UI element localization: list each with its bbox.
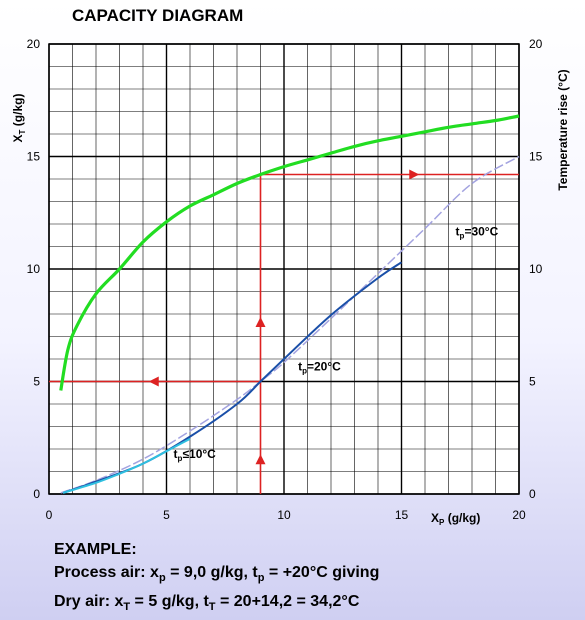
series-line bbox=[60, 155, 520, 494]
example-line-dry-air: Dry air: xT = 5 g/kg, tT = 20+14,2 = 34,… bbox=[54, 593, 360, 614]
series-label: tp=30°C bbox=[456, 224, 499, 240]
y-right-tick-label: 10 bbox=[529, 262, 543, 276]
chart-title: CAPACITY DIAGRAM bbox=[72, 6, 244, 25]
y-tick-label: 5 bbox=[33, 375, 40, 389]
example-arrow-right bbox=[409, 169, 420, 180]
example-arrow-left bbox=[148, 376, 159, 387]
x-tick-label: 10 bbox=[277, 508, 291, 522]
example-block: EXAMPLE: Process air: xp = 9,0 g/kg, tp … bbox=[54, 538, 379, 619]
example-arrow-up bbox=[255, 317, 266, 327]
x-tick-label: 5 bbox=[163, 508, 170, 522]
y-axis-label: XT (g/kg) bbox=[11, 94, 27, 143]
series-line bbox=[59, 114, 520, 391]
y-right-axis-label: Temperature rise (°C) bbox=[556, 69, 570, 190]
y-tick-label: 0 bbox=[33, 487, 40, 501]
y-tick-label: 15 bbox=[27, 150, 41, 164]
x-tick-label: 20 bbox=[512, 508, 526, 522]
y-right-tick-label: 15 bbox=[529, 150, 543, 164]
plot-frame bbox=[48, 43, 520, 495]
example-heading: EXAMPLE: bbox=[54, 541, 137, 558]
y-tick-label: 10 bbox=[27, 262, 41, 276]
example-arrow-up bbox=[255, 454, 266, 465]
y-right-tick-label: 0 bbox=[529, 487, 536, 501]
y-right-tick-label: 20 bbox=[529, 37, 543, 51]
x-tick-label: 15 bbox=[395, 508, 409, 522]
series-line bbox=[62, 438, 191, 494]
y-tick-label: 20 bbox=[27, 37, 41, 51]
x-tick-label: 0 bbox=[46, 508, 53, 522]
series-label: tp=20°C bbox=[298, 359, 341, 375]
y-right-tick-label: 5 bbox=[529, 375, 536, 389]
series-label: tp≤10°C bbox=[174, 447, 217, 463]
x-axis-label: XP (g/kg) bbox=[431, 511, 480, 527]
example-line-process-air: Process air: xp = 9,0 g/kg, tp = +20°C g… bbox=[54, 564, 380, 585]
